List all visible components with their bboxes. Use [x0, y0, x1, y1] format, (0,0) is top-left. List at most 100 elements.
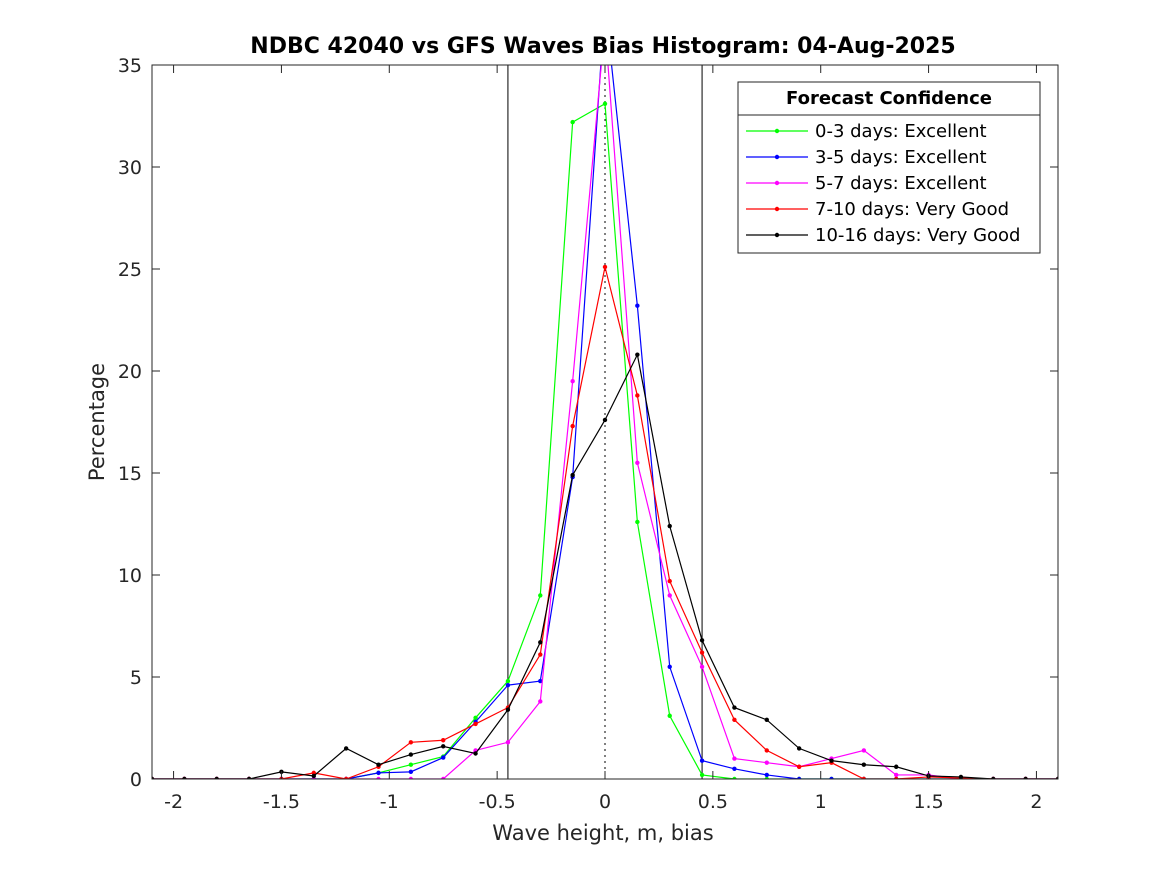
data-point: [343, 776, 349, 779]
data-point: [152, 776, 155, 779]
data-point: [861, 776, 867, 779]
data-point: [602, 101, 608, 106]
data-point: [505, 678, 511, 684]
y-tick-label: 5: [130, 667, 142, 689]
data-point: [894, 776, 899, 779]
x-tick-label: 0: [599, 791, 611, 813]
y-tick-label: 30: [118, 157, 142, 179]
data-point: [667, 593, 672, 598]
data-point: [699, 772, 705, 778]
data-point: [699, 664, 705, 669]
x-tick-label: -1.5: [263, 791, 300, 813]
data-point: [732, 756, 737, 761]
data-point: [473, 751, 478, 756]
data-point: [538, 652, 543, 657]
data-point: [246, 776, 252, 779]
data-point: [635, 460, 640, 465]
data-point: [667, 664, 672, 669]
y-tick-label: 15: [118, 463, 142, 485]
data-point: [441, 744, 446, 749]
x-tick-label: 1.5: [913, 791, 943, 813]
legend-swatch-marker: [774, 154, 780, 160]
data-point: [538, 593, 543, 598]
data-point: [376, 762, 381, 767]
data-point: [861, 748, 867, 753]
y-tick-label: 0: [130, 769, 142, 791]
y-tick-label: 20: [118, 361, 142, 383]
data-point: [894, 772, 899, 778]
data-point: [732, 705, 737, 710]
data-point: [408, 752, 414, 757]
data-point: [829, 758, 834, 763]
data-point: [796, 776, 802, 779]
data-point: [570, 119, 575, 125]
legend-swatch-marker: [774, 180, 780, 186]
data-point: [796, 764, 802, 769]
series-line: [152, 65, 1058, 779]
data-point: [796, 746, 802, 751]
x-tick-label: -0.5: [479, 791, 516, 813]
y-tick-label: 10: [118, 565, 142, 587]
series-layer: [152, 65, 1058, 779]
data-point: [343, 746, 349, 751]
data-point: [570, 423, 575, 429]
data-point: [441, 755, 446, 760]
data-point: [732, 717, 737, 723]
data-point: [570, 379, 575, 384]
data-point: [570, 472, 575, 478]
legend-box: [737, 81, 1041, 254]
data-point: [538, 640, 543, 645]
data-point: [699, 638, 705, 643]
data-point: [764, 748, 769, 753]
y-axis-label: Percentage: [85, 363, 109, 481]
data-point: [311, 773, 316, 779]
legend-swatch-marker: [774, 128, 780, 134]
data-point: [408, 769, 414, 775]
data-point: [829, 776, 834, 779]
chart-title: NDBC 42040 vs GFS Waves Bias Histogram: …: [250, 34, 955, 59]
x-axis: -2 -1.5 -1 -0.5 0 0.5 1 1.5 2: [164, 65, 1042, 813]
data-point: [861, 762, 867, 767]
x-tick-label: 2: [1030, 791, 1042, 813]
x-axis-label: Wave height, m, bias: [492, 821, 713, 845]
data-point: [635, 352, 640, 357]
data-point: [667, 523, 672, 529]
data-point: [214, 776, 219, 779]
data-point: [505, 740, 511, 745]
data-point: [764, 772, 769, 778]
x-tick-label: -1: [380, 791, 399, 813]
data-point: [699, 650, 705, 655]
data-point: [408, 762, 414, 767]
legend-swatch-marker: [774, 232, 780, 238]
data-point: [764, 760, 769, 765]
data-point: [376, 776, 381, 779]
data-point: [473, 715, 478, 720]
data-point: [182, 776, 187, 779]
data-point: [764, 717, 769, 723]
legend-title: Forecast Confidence: [786, 88, 992, 109]
legend-entries: 0-3 days: Excellent 3-5 days: Excellent 5-…: [746, 121, 1020, 246]
data-point: [667, 713, 672, 718]
data-point: [635, 393, 640, 398]
data-point: [732, 766, 737, 771]
data-point: [667, 578, 672, 584]
data-point: [376, 770, 381, 776]
data-point: [408, 776, 414, 779]
data-point: [441, 738, 446, 743]
data-point: [635, 519, 640, 525]
x-tick-label: 0.5: [698, 791, 728, 813]
data-point: [764, 776, 769, 779]
data-point: [1023, 776, 1028, 779]
x-tick-label: 1: [815, 791, 827, 813]
data-point: [505, 682, 511, 688]
data-point: [408, 740, 414, 745]
data-point: [699, 758, 705, 763]
data-point: [505, 707, 511, 712]
data-point: [602, 264, 608, 270]
data-point: [538, 678, 543, 684]
data-point: [602, 417, 608, 423]
data-point: [894, 764, 899, 769]
data-point: [538, 699, 543, 704]
legend-entry-label: 0-3 days: Excellent: [815, 121, 987, 142]
legend-entry-label: 3-5 days: Excellent: [815, 147, 987, 168]
